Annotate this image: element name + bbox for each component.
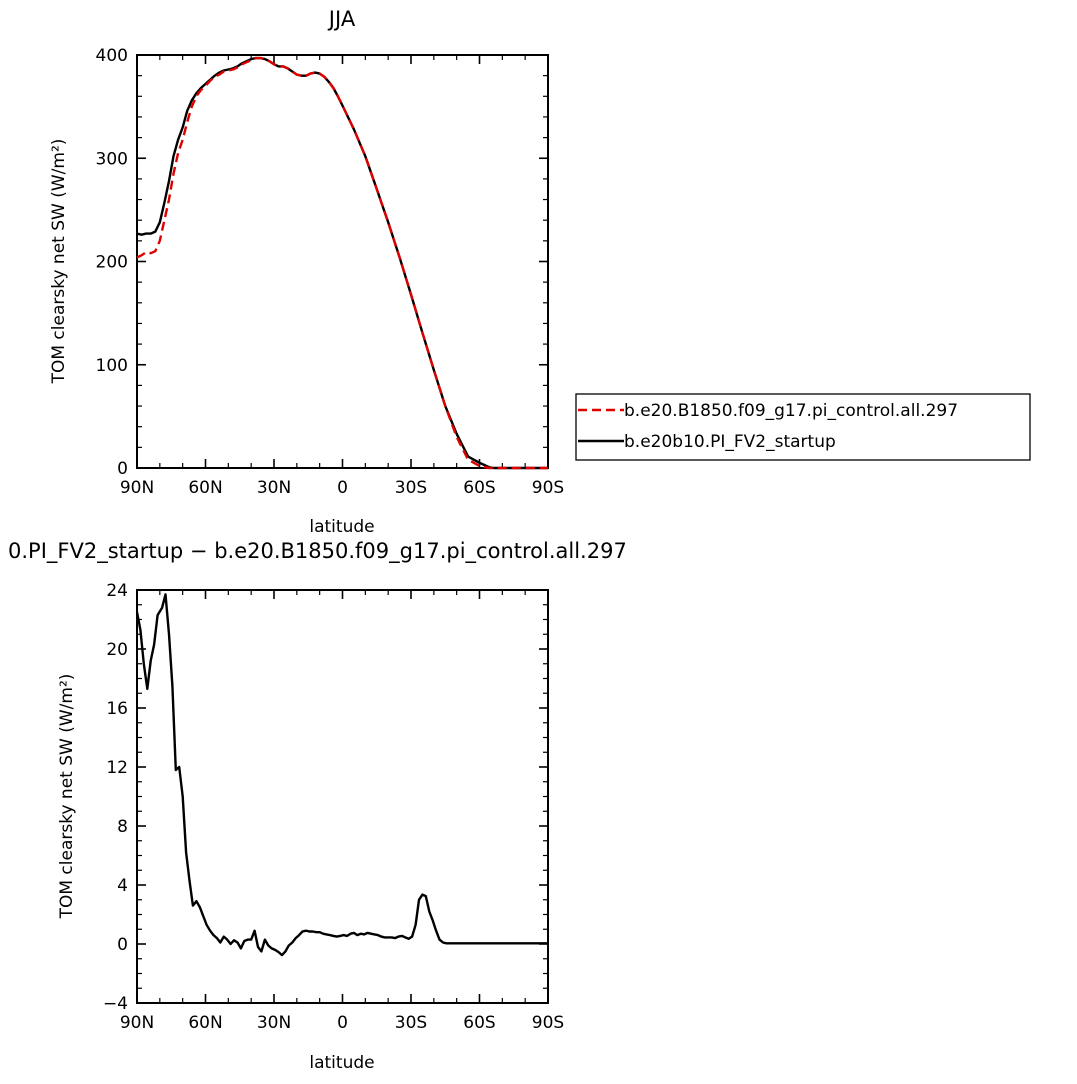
- bottom-x-axis-label: latitude: [309, 1053, 374, 1073]
- top-x-tick-label: 90N: [120, 478, 154, 498]
- bottom-y-axis-label: TOM clearsky net SW (W/m²): [57, 674, 77, 920]
- legend-label-pi-control: b.e20.B1850.f09_g17.pi_control.all.297: [624, 401, 958, 421]
- bottom-y-tick-label: 4: [117, 876, 128, 896]
- top-x-tick-label: 30N: [257, 478, 291, 498]
- bottom-y-tick-label: 16: [106, 699, 128, 719]
- bottom-y-tick-label: 8: [117, 817, 128, 837]
- bottom-series-line-0: [135, 593, 548, 957]
- top-y-tick-label: 400: [96, 46, 128, 66]
- bottom-x-tick-label: 90S: [532, 1013, 564, 1033]
- bottom-y-tick-label: 24: [106, 581, 128, 601]
- legend-label-startup: b.e20b10.PI_FV2_startup: [624, 432, 836, 452]
- bottom-y-tick-label: 12: [106, 758, 128, 778]
- top-x-axis-label: latitude: [309, 517, 374, 537]
- bottom-series-group: [135, 593, 548, 957]
- top-ticks: 90N 60N 30N 0 30S 60S 90S 0 100 200 300 400: [96, 46, 565, 498]
- top-x-tick-label: 90S: [532, 478, 564, 498]
- legend-box: [575, 393, 1031, 461]
- bottom-x-tick-label: 60N: [188, 1013, 222, 1033]
- top-x-tick-label: 30S: [395, 478, 427, 498]
- bottom-chart: 0.PI_FV2_startup − b.e20.B1850.f09_g17.p…: [8, 539, 627, 1073]
- top-chart-title: JJA: [327, 7, 356, 31]
- top-series-line-1: [136, 56, 548, 470]
- top-y-tick-label: 300: [96, 149, 128, 169]
- top-y-tick-label: 100: [96, 356, 128, 376]
- bottom-chart-title: 0.PI_FV2_startup − b.e20.B1850.f09_g17.p…: [8, 539, 627, 564]
- top-x-tick-label: 60N: [188, 478, 222, 498]
- top-y-tick-label: 200: [96, 253, 128, 273]
- bottom-x-tick-label: 30N: [257, 1013, 291, 1033]
- bottom-x-tick-label: 0: [337, 1013, 348, 1033]
- bottom-x-tick-label: 90N: [120, 1013, 154, 1033]
- top-y-tick-label: 0: [117, 459, 128, 479]
- legend: b.e20.B1850.f09_g17.pi_control.all.297 b…: [575, 393, 1031, 461]
- bottom-ticks: 90N 60N 30N 0 30S 60S 90S −4 0 4 8 12 16 20 24: [103, 581, 564, 1033]
- top-plot-frame: [136, 54, 549, 469]
- top-x-tick-label: 60S: [463, 478, 495, 498]
- bottom-y-tick-label: −4: [103, 994, 128, 1014]
- bottom-y-tick-label: 0: [117, 935, 128, 955]
- bottom-y-tick-label: 20: [106, 640, 128, 660]
- top-series-line-0: [136, 56, 548, 470]
- top-series-group: [136, 56, 548, 470]
- bottom-plot-frame: [136, 589, 549, 1004]
- top-x-tick-label: 0: [337, 478, 348, 498]
- bottom-x-tick-label: 30S: [395, 1013, 427, 1033]
- top-y-axis-label: TOM clearsky net SW (W/m²): [49, 139, 69, 385]
- top-chart: JJA 90N 60N 30N 0 30S 60S 90S 0 100 200 300 400 lat…: [49, 7, 1031, 537]
- bottom-x-tick-label: 60S: [463, 1013, 495, 1033]
